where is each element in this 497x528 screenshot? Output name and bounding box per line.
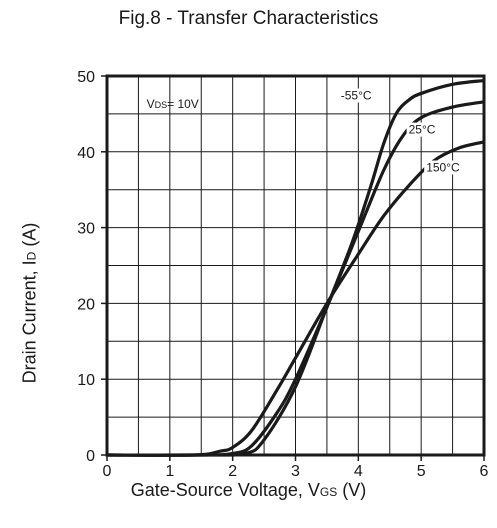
y-tick-label: 0 [86,448,95,465]
series-line-0 [106,78,485,457]
y-tick-label: 40 [77,145,95,162]
vds-annotation: VDS= 10V [147,97,199,111]
x-tick-label: 1 [165,463,174,480]
y-tick-label: 50 [77,69,95,86]
series-line-1 [106,100,485,457]
x-tick-label: 6 [480,463,489,480]
series-label-background [338,88,374,103]
y-tick-label: 20 [77,296,95,313]
chart-title: Fig.8 - Transfer Characteristics [118,8,379,29]
y-tick-label: 10 [77,372,95,389]
series-label: 25°C [409,123,436,137]
x-tick-label: 0 [103,463,112,480]
x-axis-label: Gate-Source Voltage, VGS (V) [0,480,497,501]
series-label: 150°C [426,161,460,175]
x-tick-label: 2 [228,463,237,480]
series-label-background [406,122,438,137]
x-tick-label: 5 [417,463,426,480]
x-axis-label-subscript: GS [319,485,338,499]
series-label-background [424,160,463,175]
x-tick-label: 4 [354,463,363,480]
x-axis-label-main: Gate-Source Voltage, V [130,480,320,500]
x-axis-label-unit: (V) [337,480,367,500]
y-tick-label: 30 [77,221,95,238]
x-tick-label: 3 [291,463,300,480]
series-label: -55°C [341,88,372,102]
